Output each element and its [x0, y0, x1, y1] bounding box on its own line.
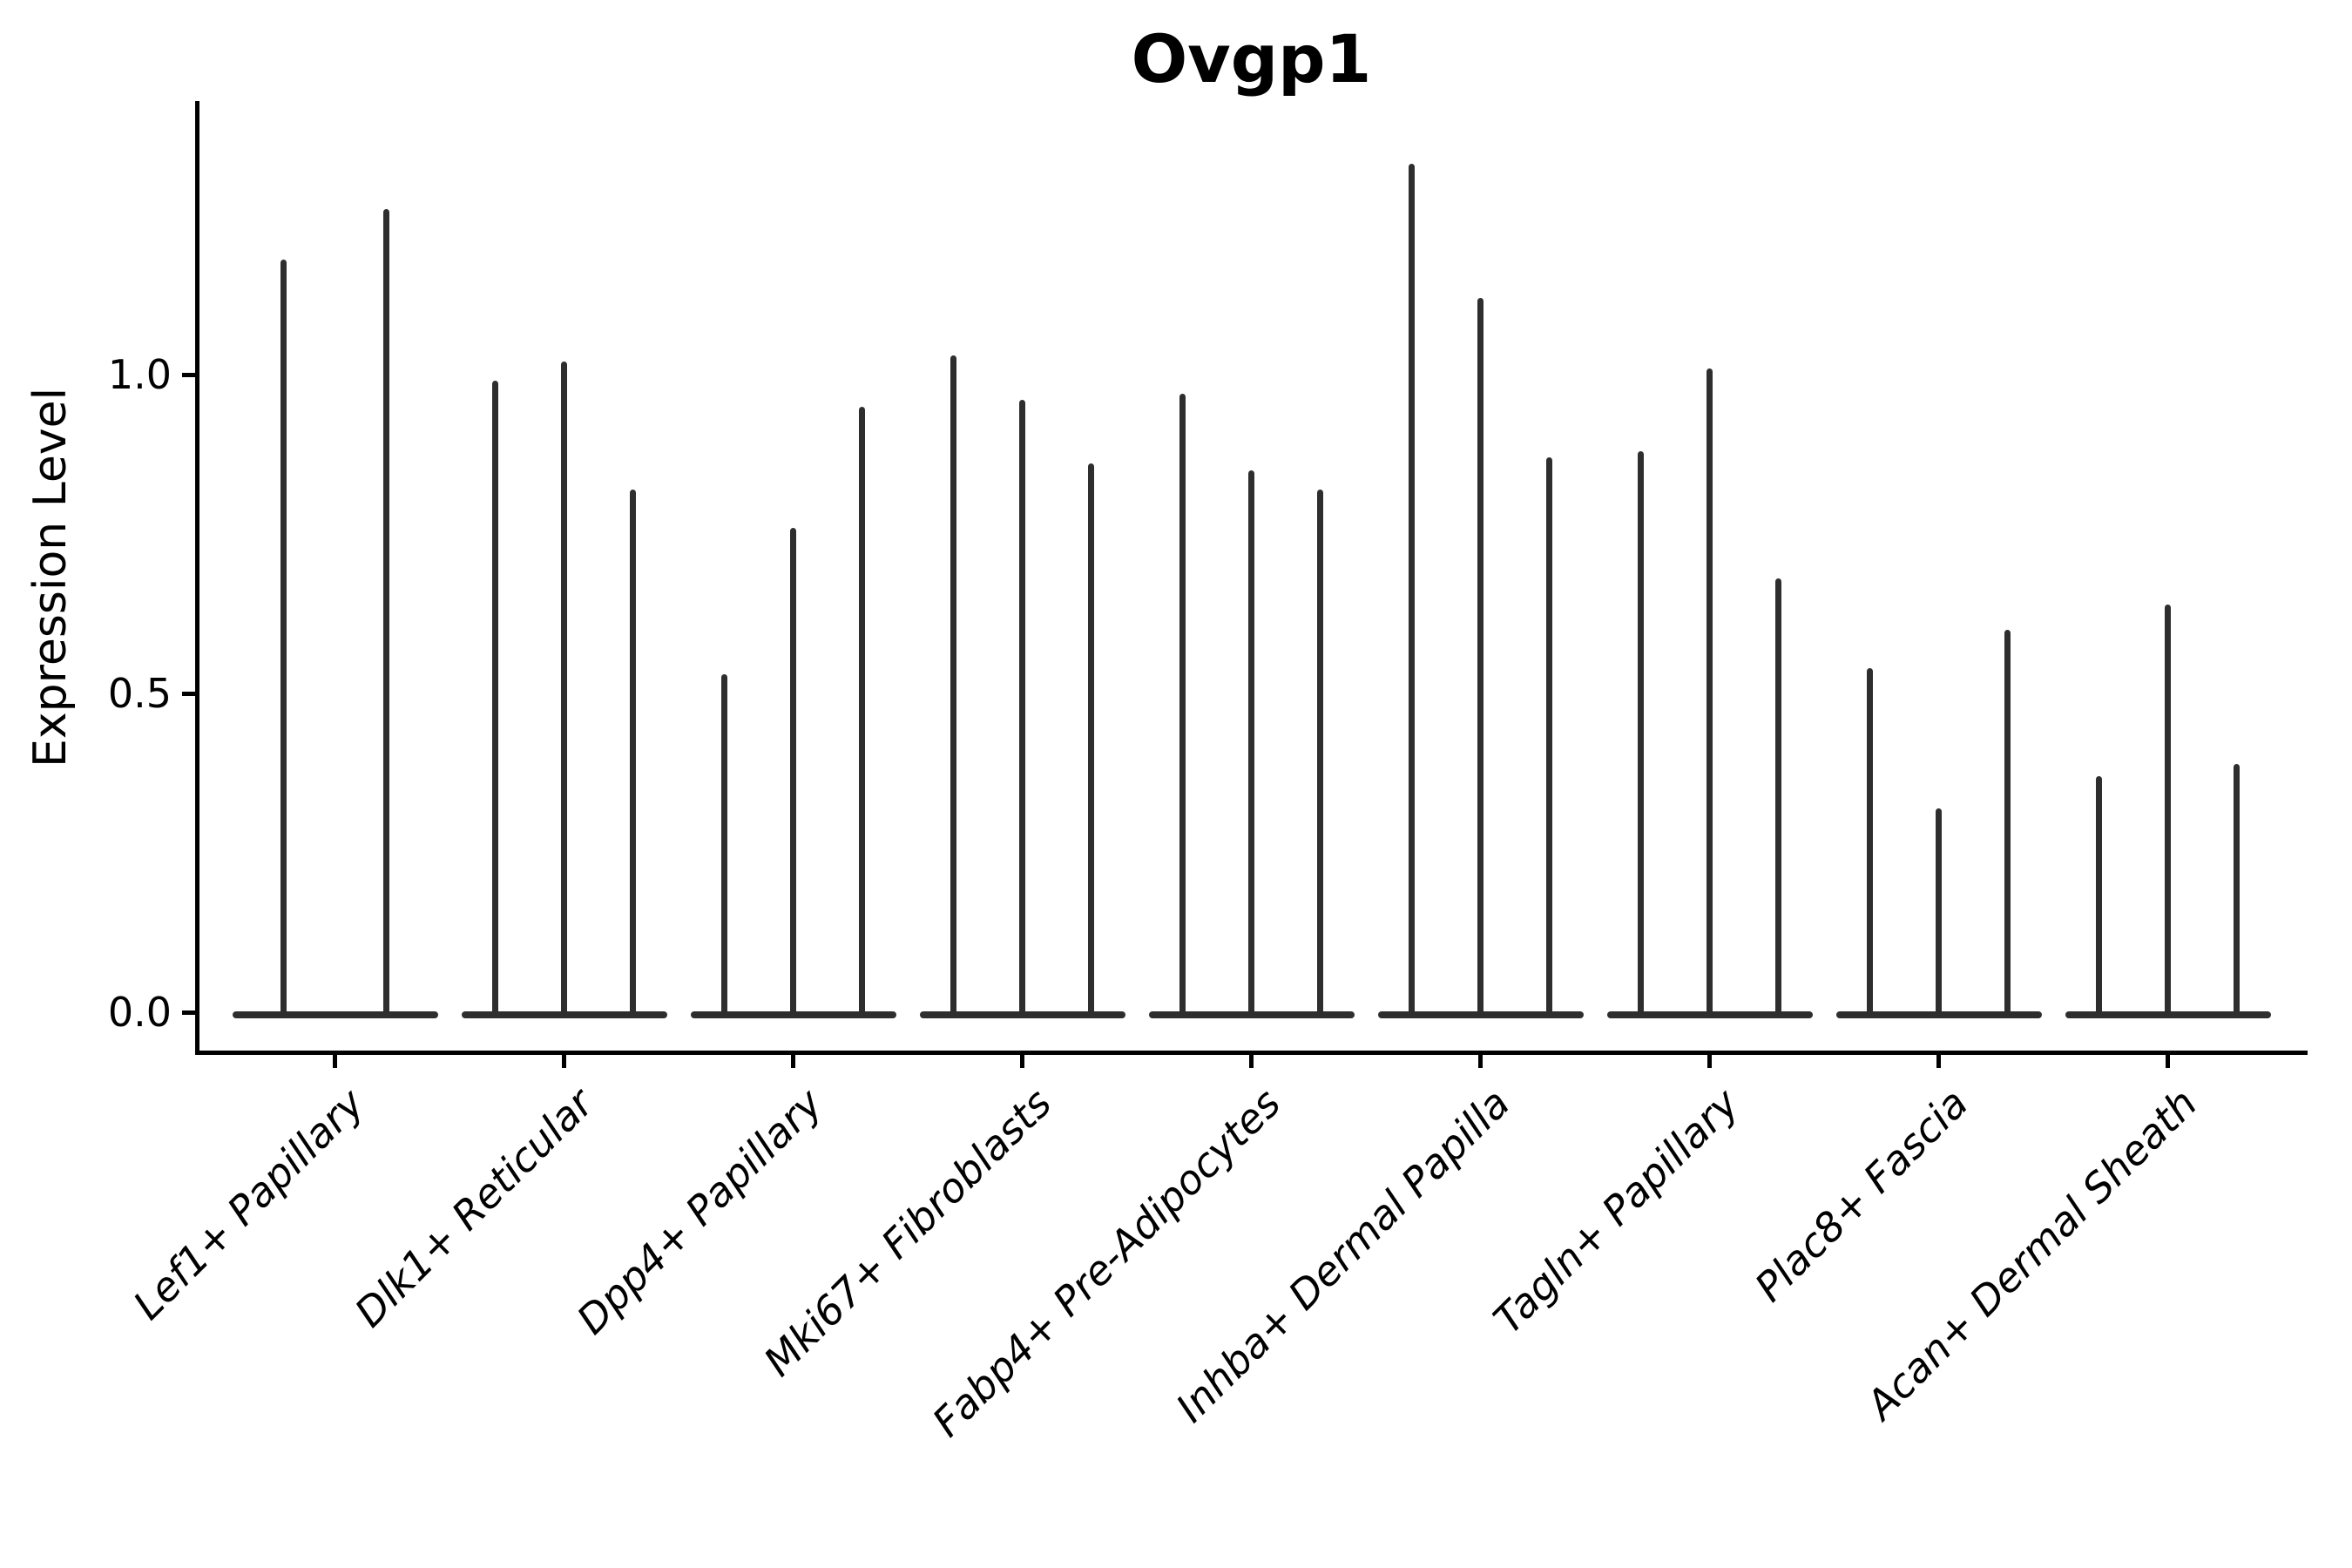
- violin-spike: [561, 362, 567, 1017]
- violin-spike: [2233, 763, 2240, 1017]
- y-tick-mark: [182, 372, 198, 377]
- y-axis-spine: [195, 101, 199, 1055]
- plot-title: Ovgp1: [1131, 20, 1372, 98]
- violin-spike: [1248, 470, 1254, 1017]
- violin-spike: [383, 208, 390, 1017]
- violin-spike: [492, 381, 499, 1017]
- x-tick-mark: [2166, 1052, 2170, 1068]
- violin-spike: [950, 355, 957, 1017]
- y-tick-mark: [182, 691, 198, 696]
- violin-spike: [1936, 808, 1942, 1017]
- violin-spike: [1477, 298, 1484, 1017]
- violin-spike: [1019, 400, 1025, 1017]
- violin-spike: [2004, 629, 2011, 1017]
- violin-spike: [1545, 457, 1552, 1017]
- x-tick-mark: [562, 1052, 566, 1068]
- x-tick-mark: [1936, 1052, 1941, 1068]
- violin-spike: [858, 406, 865, 1017]
- violin-spike: [280, 260, 287, 1017]
- y-tick-label: 0.5: [107, 670, 172, 717]
- violin-spike: [1867, 667, 1874, 1017]
- x-tick-mark: [1707, 1052, 1712, 1068]
- violin-spike: [1638, 450, 1645, 1017]
- violin-spike: [790, 527, 796, 1017]
- violin-spike: [1774, 578, 1781, 1017]
- violin-spike: [1087, 463, 1094, 1017]
- violin-spike: [721, 674, 728, 1017]
- violin-spike: [2096, 776, 2103, 1017]
- x-tick-mark: [791, 1052, 795, 1068]
- violin-baseline: [232, 1011, 438, 1018]
- y-tick-mark: [182, 1010, 198, 1015]
- violin-spike: [1316, 489, 1323, 1017]
- violin-spike: [2165, 604, 2171, 1017]
- x-tick-mark: [1020, 1052, 1024, 1068]
- violin-spike: [1179, 393, 1186, 1017]
- violin-spike: [629, 489, 636, 1017]
- x-tick-mark: [1478, 1052, 1483, 1068]
- violin-spike: [1707, 368, 1713, 1017]
- x-tick-mark: [1249, 1052, 1254, 1068]
- x-tick-mark: [333, 1052, 337, 1068]
- y-tick-label: 1.0: [107, 351, 172, 398]
- y-tick-label: 0.0: [107, 989, 172, 1036]
- violin-spike: [1409, 164, 1416, 1017]
